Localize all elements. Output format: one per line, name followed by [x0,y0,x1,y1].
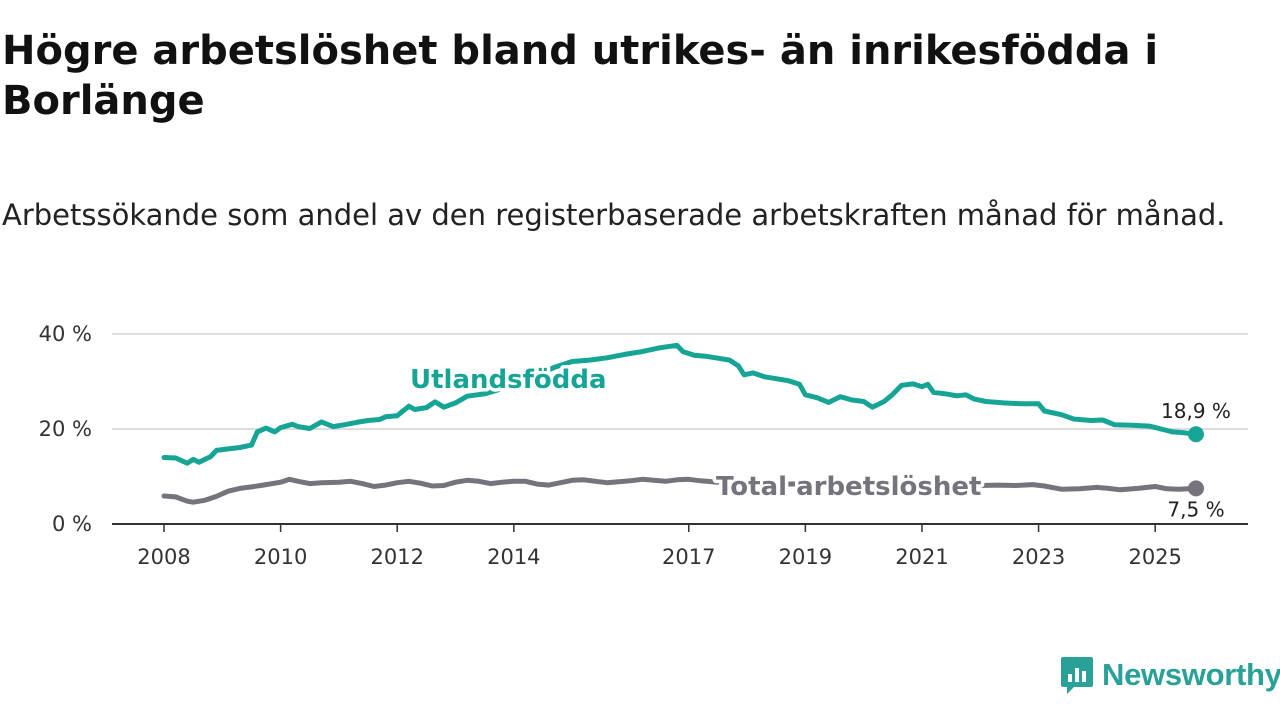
x-tick-label: 2008 [137,545,190,569]
x-tick-label: 2021 [895,545,948,569]
newsworthy-wordmark: Newsworthy [1102,657,1280,692]
y-tick-label: 40 % [39,322,92,346]
series-lines [161,342,1204,505]
end-value-label-total: 7,5 % [1167,497,1224,521]
series-label-utlandsfodda: Utlandsfödda [410,365,607,395]
y-tick-label: 0 % [52,512,92,536]
end-point-total [1188,480,1204,497]
end-point-utlandsfodda [1188,426,1204,443]
end-value-label-utlandsfodda: 18,9 % [1161,399,1231,423]
x-tick-label: 2017 [662,545,715,569]
x-tick-label: 2012 [370,545,423,569]
series-labels: Utlandsfödda Total arbetslöshet 18,9 % 7,5 … [407,362,1231,522]
y-axis-tick-labels: 0 % 20 % 40 % [39,322,92,536]
line-chart: 0 % 20 % 40 % 2008 2010 2012 2014 2017 2019 2021… [39,322,1248,569]
newsworthy-logo-icon [1061,657,1093,694]
x-tick-label: 2019 [779,545,832,569]
x-tick-label: 2014 [487,545,540,569]
series-line-utlandsfodda [161,342,1199,466]
series-line-total [161,476,1199,505]
x-tick-label: 2025 [1128,545,1181,569]
chart-subtitle: Arbetssökande som andel av den registerb… [2,198,1226,232]
newsworthy-logo: Newsworthy [1060,655,1280,695]
x-axis-ticks: 2008 2010 2012 2014 2017 2019 2021 2023 2025 [137,524,1182,569]
chart-title: Högre arbetslöshet bland utrikes- än inr… [2,28,1159,124]
x-tick-label: 2010 [254,545,307,569]
x-tick-label: 2023 [1012,545,1065,569]
y-tick-label: 20 % [39,417,92,441]
series-label-total: Total arbetslöshet [716,472,981,502]
